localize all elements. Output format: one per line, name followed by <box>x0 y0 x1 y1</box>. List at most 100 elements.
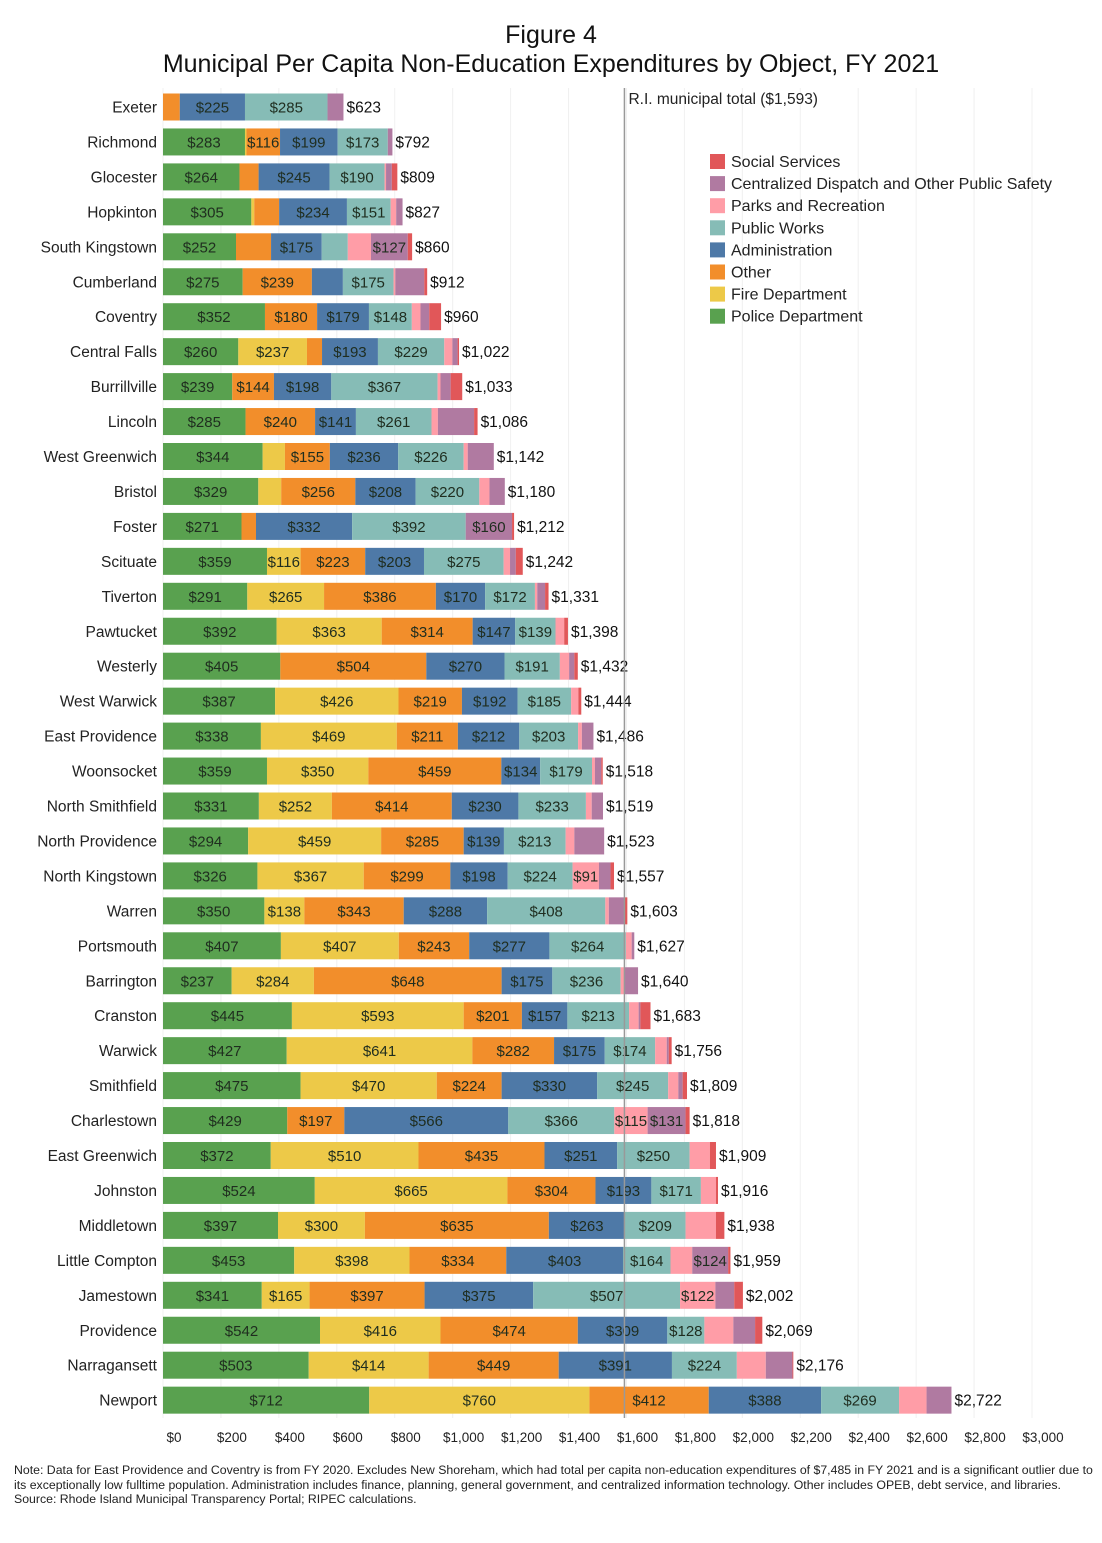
bar-value-label: $225 <box>196 100 229 117</box>
bar-segment <box>398 932 470 960</box>
bar-segment <box>393 268 396 296</box>
bar-segment <box>640 1002 651 1030</box>
bar-segment <box>435 582 486 610</box>
total-label: $1,398 <box>571 624 618 641</box>
bar-segment <box>247 582 325 610</box>
bar-segment <box>246 128 281 156</box>
bar-value-label: $445 <box>211 1008 244 1025</box>
bar-row: $429 $197 $566 $366 $115 $131 $1,818 <box>163 1107 740 1135</box>
bar-segment <box>715 1211 725 1239</box>
bar-segment <box>567 1002 630 1030</box>
bar-segment <box>409 1246 507 1274</box>
x-tick-label: $3,000 <box>1022 1430 1063 1445</box>
bar-segment <box>926 1386 952 1414</box>
bar-row: $392 $363 $314 $147 $139 $1,398 <box>163 617 618 645</box>
bar-row: $387 $426 $219 $192 $185 $1,444 <box>163 687 632 715</box>
bar-value-label: $397 <box>350 1288 383 1305</box>
x-tick-label: $2,200 <box>791 1430 832 1445</box>
bar-row: $285 $240 $141 $261 $1,086 <box>163 408 528 436</box>
category-label: Newport <box>99 1393 157 1410</box>
bar-segment <box>467 443 494 470</box>
bar-segment <box>479 477 490 505</box>
legend-swatch <box>710 242 725 258</box>
bar-segment <box>507 1176 596 1204</box>
total-label: $1,603 <box>630 903 677 920</box>
bar-value-label: $352 <box>197 309 230 326</box>
bar-row: $252 $175 $127 $860 <box>163 233 450 261</box>
total-label: $1,909 <box>719 1148 766 1165</box>
bar-segment <box>444 338 453 366</box>
x-tick-label: $1,200 <box>501 1430 542 1445</box>
bar-value-label: $475 <box>215 1078 248 1095</box>
bar-segment <box>666 1037 669 1065</box>
bar-value-label: $179 <box>549 764 582 781</box>
bar-value-label: $208 <box>369 484 402 501</box>
category-label: East Greenwich <box>48 1148 157 1165</box>
bar-value-label: $193 <box>607 1183 640 1200</box>
total-label: $1,086 <box>481 414 528 431</box>
bar-value-label: $403 <box>548 1253 581 1270</box>
bar-segment <box>281 477 356 505</box>
bar-value-label: $305 <box>190 204 223 221</box>
bar-segment <box>423 547 504 575</box>
bar-segment <box>286 1037 473 1065</box>
bar-segment <box>266 757 369 785</box>
bar-segment <box>386 163 392 191</box>
bar-segment <box>728 1246 731 1274</box>
bar-segment <box>709 1142 716 1169</box>
bar-value-label: $343 <box>337 903 370 920</box>
bar-value-label: $173 <box>346 134 379 151</box>
bar-segment <box>231 967 314 995</box>
bar-segment <box>344 1107 509 1135</box>
total-label: $1,809 <box>690 1078 737 1095</box>
category-label: Providence <box>79 1323 157 1340</box>
bar-value-label: $124 <box>693 1253 726 1270</box>
bar-value-label: $427 <box>208 1043 241 1060</box>
bar-segment <box>424 1281 534 1309</box>
bar-value-label: $264 <box>571 938 604 955</box>
bar-segment <box>368 303 412 331</box>
bar-segment <box>398 443 464 470</box>
bar-row: $275 $239 $175 $912 <box>163 268 465 296</box>
bar-segment <box>276 617 382 645</box>
bar-segment <box>501 757 541 785</box>
bar-segment <box>504 652 560 680</box>
bar-segment <box>355 477 416 505</box>
bar-value-label: $344 <box>196 449 229 466</box>
bar-segment <box>685 1107 690 1135</box>
bar-segment <box>668 1072 679 1100</box>
bar-row: $372 $510 $435 $251 $250 $1,909 <box>163 1142 766 1169</box>
bar-value-label: $197 <box>299 1113 332 1130</box>
bar-value-label: $314 <box>410 624 443 641</box>
bar-value-label: $147 <box>477 624 510 641</box>
bar-segment <box>631 932 635 960</box>
bar-segment <box>899 1386 927 1414</box>
bar-segment <box>163 477 259 505</box>
bar-segment <box>257 862 364 890</box>
total-label: $1,938 <box>727 1218 774 1235</box>
bar-segment <box>574 652 578 680</box>
category-label: Middletown <box>79 1218 157 1235</box>
bar-segment <box>163 897 265 925</box>
category-labels: Exeter Richmond Glocester Hopkinton South Ki… <box>37 100 157 1410</box>
bar-segment <box>291 1002 464 1030</box>
bar-value-label: $363 <box>312 624 345 641</box>
stacked-bar-chart: $225 $285 $623 $283 $116 $199 $173 $792 $264 $245… <box>37 88 1064 1445</box>
total-label: $1,180 <box>508 484 556 501</box>
bar-segment <box>411 303 421 331</box>
total-label: $1,916 <box>721 1183 768 1200</box>
bar-segment <box>329 443 399 470</box>
bar-row: $405 $504 $270 $191 $1,432 <box>163 652 628 680</box>
bar-segment <box>574 827 605 855</box>
bar-row: $352 $180 $179 $148 $960 <box>163 303 479 331</box>
category-label: North Smithfield <box>47 799 157 816</box>
bar-segment <box>689 1142 710 1169</box>
bar-segment <box>258 477 282 505</box>
bar-value-label: $252 <box>183 239 216 256</box>
bar-segment <box>537 582 546 610</box>
bar-segment <box>704 1316 734 1344</box>
legend-item: Parks and Recreation <box>710 198 885 215</box>
bar-segment <box>273 373 332 401</box>
bar-segment <box>331 373 438 401</box>
bar-segment <box>597 1072 669 1100</box>
